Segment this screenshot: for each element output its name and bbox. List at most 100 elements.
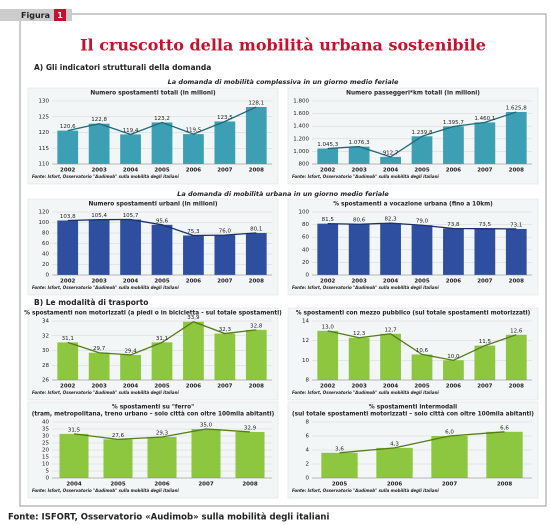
bar [214,121,236,164]
bar [120,219,141,275]
bar [474,345,496,380]
value-label: 81,5 [322,217,335,223]
bar [443,360,464,380]
bar [317,223,339,275]
chart-subtitle: (sul totale spostamenti motorizzati – so… [292,411,534,418]
trend-line [327,222,517,230]
y-tick-label: 60 [42,241,49,247]
y-tick-label: 4 [306,448,310,454]
value-label: 120,6 [60,124,76,130]
bar [183,321,204,380]
y-tick-label: 8 [306,378,310,384]
value-label: 31,1 [62,336,74,342]
figure-label: Figura [21,11,50,20]
y-tick-label: 100 [39,220,50,226]
y-tick-label: 1.200 [293,136,309,142]
x-tick-label: 2004 [383,384,398,390]
section-subtitle: La domanda di mobilità complessiva in un… [168,78,399,86]
x-tick-label: 2007 [198,482,213,488]
trend-line [339,431,505,454]
bar [59,433,89,478]
y-tick-label: 2 [306,462,310,468]
trend-line [67,321,257,356]
bar [183,134,204,164]
y-tick-label: 0 [46,273,50,279]
x-tick-label: 2007 [477,168,492,174]
x-tick-label: 2005 [414,168,429,174]
x-tick-label: 2005 [154,384,169,390]
x-tick-label: 2002 [320,168,335,174]
x-tick-label: 2007 [442,482,457,488]
x-tick-label: 2008 [249,384,264,390]
value-label: 33,9 [187,315,200,321]
section-title: A) Gli indicatori strutturali della doma… [34,63,211,72]
x-tick-label: 2003 [91,384,106,390]
section-subtitle: La domanda di mobilità urbana in un gior… [177,190,389,198]
chart-title: % spostamenti con mezzo pubblico (sul to… [296,311,531,317]
x-tick-label: 2008 [249,279,264,285]
y-tick-label: 5 [46,469,50,475]
y-tick-label: 80 [302,222,309,228]
value-label: 1.395,7 [443,120,464,126]
x-tick-label: 2006 [446,384,461,390]
trend-line [67,106,257,136]
value-label: 1.239,8 [412,130,433,136]
bar [505,111,527,164]
value-label: 1.625,8 [506,105,527,111]
value-label: 12,7 [384,327,397,333]
value-label: 119,5 [186,128,202,134]
x-tick-label: 2005 [110,482,125,488]
y-tick-label: 80 [42,231,49,237]
x-tick-label: 2005 [154,279,169,285]
x-tick-label: 2006 [186,384,201,390]
bar [474,228,496,275]
bar [88,219,110,275]
x-tick-label: 2004 [383,168,398,174]
bar [505,228,527,275]
chart-source: Fonte: Isfort, Osservatorio "Audimob" su… [32,174,179,179]
value-label: 128,1 [248,100,264,106]
figure-number: 1 [57,11,63,20]
bar [183,235,204,275]
y-tick-label: 10 [42,462,49,468]
bar [120,354,141,380]
x-tick-label: 2003 [351,168,366,174]
x-tick-label: 2004 [123,168,138,174]
y-tick-label: 35 [42,427,49,433]
value-label: 73,5 [479,222,492,228]
bar [321,452,358,478]
value-label: 32,8 [250,323,263,329]
chart-source: Fonte: Isfort, Osservatorio "Audimob" su… [32,390,179,395]
y-tick-label: 20 [302,260,309,266]
value-label: 31,5 [68,427,81,433]
chart-source: Fonte: Isfort, Osservatorio "Audimob" su… [292,488,439,493]
value-label: 75,3 [187,229,200,235]
y-tick-label: 120 [39,210,50,216]
chart-title: Numero spostamenti totali (in milioni) [90,91,216,97]
x-tick-label: 2007 [217,168,232,174]
bar [245,329,267,380]
y-tick-label: 25 [42,441,49,447]
value-label: 912,7 [383,150,399,156]
value-label: 32,9 [244,425,257,431]
bar [120,134,141,164]
value-label: 123,2 [154,116,170,122]
chart-title: % spostamenti su "ferro" [112,405,194,411]
y-tick-label: 14 [302,319,309,325]
bar [88,123,110,164]
x-tick-label: 2008 [509,279,524,285]
x-tick-label: 2004 [66,482,81,488]
bar [380,156,401,164]
x-tick-label: 2002 [60,279,75,285]
bar [431,436,468,478]
y-tick-label: 8 [306,420,310,426]
bar [147,436,177,478]
y-tick-label: 1.000 [293,149,309,155]
bar [57,220,79,275]
y-tick-label: 28 [42,363,49,369]
value-label: 35,0 [200,423,213,429]
x-tick-label: 2004 [383,279,398,285]
x-tick-label: 2006 [387,482,402,488]
bar [245,232,267,275]
y-tick-label: 0 [306,273,310,279]
